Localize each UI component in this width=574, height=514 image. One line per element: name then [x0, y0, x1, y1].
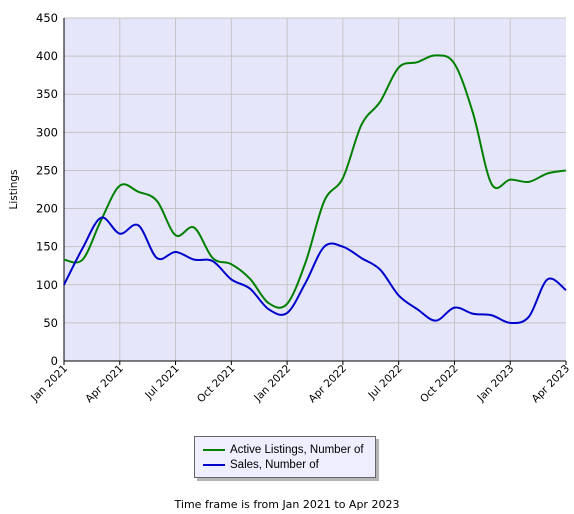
line-chart: 0 50 100 150 200 250 300 350 400 450 Jan 2021 Apr … — [8, 11, 572, 406]
axes — [63, 18, 566, 362]
x-tick-label: Oct 2021 — [195, 363, 238, 406]
y-tick-label: 100 — [36, 278, 58, 292]
x-tick-labels: Jan 2021 Apr 2021 Jul 2021 Oct 2021 Jan 2022… — [28, 363, 572, 406]
x-tick-label: Apr 2021 — [83, 363, 126, 406]
series-line-active-listings — [63, 54, 567, 309]
y-axis-label: Listings — [8, 169, 20, 209]
legend-item-active-listings: Active Listings, Number of — [203, 442, 364, 457]
y-tick-label: 450 — [36, 11, 58, 25]
series-line-sales — [63, 216, 567, 325]
x-tick-label: Jul 2021 — [142, 363, 181, 402]
legend-swatch-active-listings — [203, 448, 225, 451]
legend: Active Listings, Number of Sales, Number… — [194, 436, 376, 478]
y-tick-label: 50 — [43, 316, 58, 330]
legend-label-sales: Sales, Number of — [230, 458, 319, 471]
y-tick-label: 150 — [36, 240, 58, 254]
legend-label-active-listings: Active Listings, Number of — [230, 443, 364, 456]
plot-area — [64, 18, 566, 361]
x-tick-label: Jan 2023 — [474, 363, 516, 405]
y-tick-label: 0 — [51, 354, 58, 368]
y-tick-label: 250 — [36, 163, 58, 177]
y-tick-label: 350 — [36, 87, 58, 101]
x-tick-label: Apr 2022 — [306, 363, 349, 406]
x-tick-label: Jul 2022 — [365, 363, 404, 402]
gridlines — [63, 17, 567, 365]
legend-swatch-sales — [203, 463, 225, 466]
legend-item-sales: Sales, Number of — [203, 457, 319, 472]
x-tick-label: Jan 2021 — [28, 363, 70, 405]
y-tick-label: 400 — [36, 49, 58, 63]
x-tick-label: Oct 2022 — [418, 363, 461, 406]
timeframe-caption: Time frame is from Jan 2021 to Apr 2023 — [174, 498, 400, 511]
series-lines — [63, 54, 567, 325]
x-tick-label: Jan 2022 — [251, 363, 293, 405]
y-tick-labels: 0 50 100 150 200 250 300 350 400 450 — [36, 11, 58, 368]
y-tick-label: 300 — [36, 125, 58, 139]
x-tick-label: Apr 2023 — [530, 363, 573, 406]
y-tick-label: 200 — [36, 202, 58, 216]
